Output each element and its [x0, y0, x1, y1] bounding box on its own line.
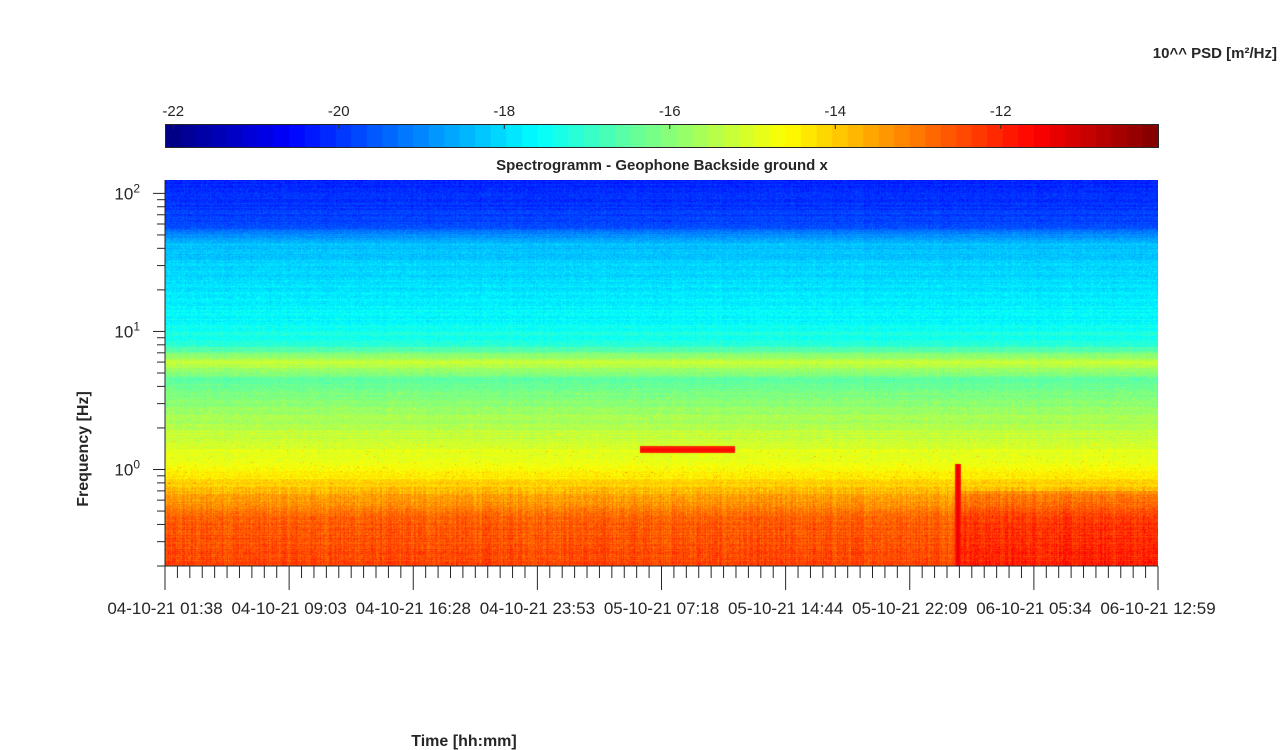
- colorbar-cell: [1080, 124, 1097, 148]
- colorbar-cell: [273, 124, 290, 148]
- colorbar-cell: [894, 124, 911, 148]
- colorbar-frame: [165, 124, 1159, 148]
- colorbar-cell: [645, 124, 663, 148]
- colorbar-cell: [1142, 124, 1159, 148]
- colorbar-cell: [196, 124, 213, 148]
- colorbar-cell: [1049, 124, 1066, 148]
- colorbar-tick-label: -16: [659, 103, 681, 120]
- x-axis: 04-10-21 01:38 04-10-21 09:03 04-10-21 16:…: [107, 565, 1216, 618]
- colorbar-cell: [847, 124, 864, 148]
- colorbar-cell: [1126, 124, 1144, 148]
- colorbar-cell: [754, 124, 771, 148]
- colorbar-cell: [708, 124, 725, 148]
- colorbar-cell: [925, 124, 942, 148]
- colorbar-cell: [165, 124, 182, 148]
- y-tick-label: 100: [114, 458, 140, 480]
- colorbar-cell: [258, 124, 275, 148]
- colorbar-cell: [289, 124, 306, 148]
- colorbar-tick-label: -12: [990, 103, 1012, 120]
- colorbar-cell: [677, 124, 694, 148]
- x-tick-label: 05-10-21 14:44: [728, 599, 843, 618]
- x-tick-label: 04-10-21 23:53: [480, 599, 595, 618]
- colorbar-cell: [444, 124, 461, 148]
- colorbar-cell: [599, 124, 616, 148]
- colorbar-cell: [1033, 124, 1050, 148]
- colorbar-tick-label: -20: [328, 103, 350, 120]
- colorbar-cell: [227, 124, 244, 148]
- colorbar-cell: [801, 124, 818, 148]
- colorbar-cell: [583, 124, 601, 148]
- colorbar-cell: [909, 124, 926, 148]
- colorbar-cell: [211, 124, 228, 148]
- colorbar-cell: [320, 124, 337, 148]
- colorbar-cell: [366, 124, 383, 148]
- colorbar-label: 10^^ PSD [m²/Hz]: [1153, 45, 1277, 62]
- chart-title: Spectrogramm - Geophone Backside ground …: [496, 157, 828, 174]
- colorbar-cell: [506, 124, 523, 148]
- x-tick-label: 04-10-21 01:38: [107, 599, 222, 618]
- colorbar-cell: [413, 124, 430, 148]
- colorbar-cell: [382, 124, 399, 148]
- spectrogram-image: [165, 180, 1158, 566]
- colorbar-cell: [397, 124, 414, 148]
- colorbar-cell: [1002, 124, 1019, 148]
- colorbar-cell: [1064, 124, 1082, 148]
- colorbar-ticks: -22 -20 -18 -16 -14 -12: [162, 103, 1012, 129]
- colorbar-gradient: [165, 124, 1159, 148]
- x-tick-label: 06-10-21 05:34: [976, 599, 1091, 618]
- x-tick-label: 04-10-21 16:28: [356, 599, 471, 618]
- colorbar-cell: [723, 124, 740, 148]
- x-tick-label: 06-10-21 12:59: [1100, 599, 1215, 618]
- colorbar-cell: [521, 124, 538, 148]
- colorbar-cell: [971, 124, 988, 148]
- x-tick-label: 05-10-21 07:18: [604, 599, 719, 618]
- y-axis: 100 101 102: [114, 180, 166, 567]
- colorbar-cell: [490, 124, 507, 148]
- colorbar-cell: [739, 124, 756, 148]
- colorbar-cell: [1095, 124, 1113, 148]
- x-tick-label: 05-10-21 22:09: [852, 599, 967, 618]
- colorbar-cell: [242, 124, 259, 148]
- colorbar-tick-label: -14: [824, 103, 846, 120]
- colorbar-cell: [661, 124, 678, 148]
- colorbar-tick-label: -22: [162, 103, 184, 120]
- colorbar: -22 -20 -18 -16 -14 -12 10^^ PSD [m²/Hz]: [162, 45, 1277, 148]
- x-tick-label: 04-10-21 09:03: [231, 599, 346, 618]
- x-axis-label: Time [hh:mm]: [411, 733, 516, 750]
- y-tick-label: 101: [114, 319, 140, 341]
- colorbar-cell: [816, 124, 833, 148]
- colorbar-cell: [304, 124, 321, 148]
- colorbar-cell: [785, 124, 802, 148]
- colorbar-cell: [552, 124, 570, 148]
- colorbar-cell: [351, 124, 368, 148]
- colorbar-cell: [940, 124, 957, 148]
- y-tick-label: 102: [114, 181, 140, 203]
- colorbar-tick-label: -18: [493, 103, 515, 120]
- colorbar-cell: [956, 124, 973, 148]
- colorbar-cell: [832, 124, 849, 148]
- colorbar-cell: [475, 124, 492, 148]
- colorbar-cell: [878, 124, 895, 148]
- colorbar-cell: [770, 124, 787, 148]
- colorbar-cell: [1018, 124, 1035, 148]
- colorbar-cell: [459, 124, 476, 148]
- colorbar-cell: [863, 124, 880, 148]
- y-axis-label: Frequency [Hz]: [75, 391, 92, 507]
- colorbar-cell: [614, 124, 632, 148]
- colorbar-cell: [335, 124, 352, 148]
- colorbar-cell: [692, 124, 709, 148]
- colorbar-cell: [630, 124, 647, 148]
- colorbar-cell: [568, 124, 585, 148]
- colorbar-cell: [180, 124, 197, 148]
- colorbar-cell: [428, 124, 445, 148]
- colorbar-cell: [1111, 124, 1128, 148]
- colorbar-cell: [537, 124, 554, 148]
- colorbar-cell: [987, 124, 1004, 148]
